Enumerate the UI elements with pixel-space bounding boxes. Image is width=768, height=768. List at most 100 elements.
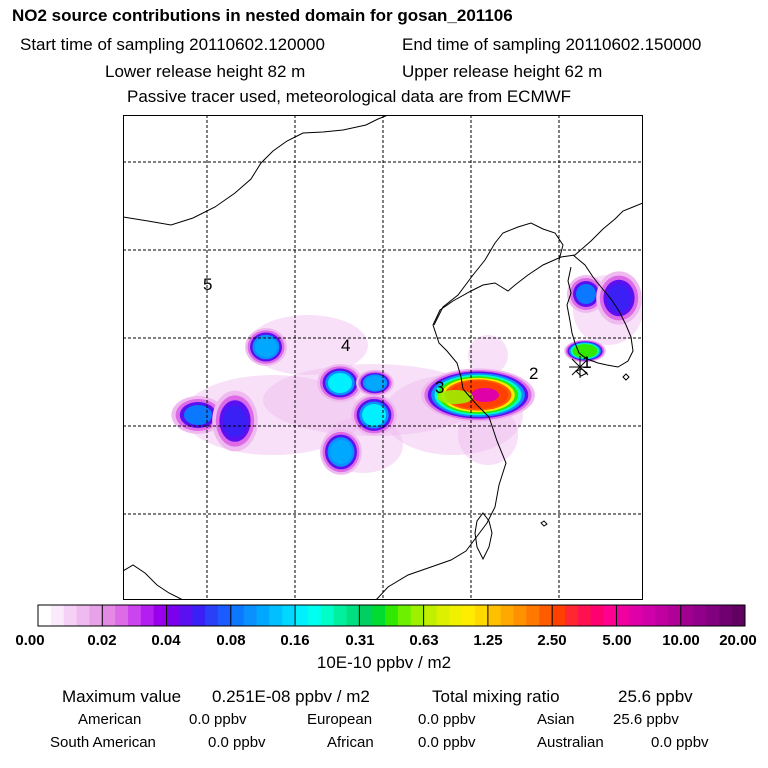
colorbar-cell (295, 605, 309, 626)
colorbar-tick-8: 2.50 (537, 632, 566, 649)
hotspot-central-1 (328, 373, 352, 393)
colorbar-cell (320, 605, 335, 626)
region-asian-name: Asian (537, 711, 575, 728)
coastline-china-east (375, 202, 643, 600)
colorbar-cell (667, 605, 682, 626)
station-marker (569, 356, 591, 378)
colorbar-cell (76, 605, 90, 626)
colorbar-ticks: 0.00 0.02 0.04 0.08 0.16 0.31 0.63 1.25 … (15, 632, 756, 649)
colorbar-tick-9: 5.00 (602, 632, 631, 649)
colorbar-cell (680, 605, 694, 626)
colorbar-cell (115, 605, 129, 626)
coastline-taiwan (474, 512, 493, 561)
colorbar-cell (397, 605, 412, 626)
coastline-bohai (433, 222, 564, 326)
plume-tail (437, 390, 473, 404)
region-american-value: 0.0 ppbv (189, 711, 247, 728)
colorbar-cell (526, 605, 540, 626)
colorbar-frame (37, 604, 746, 627)
hotspot-central-3 (365, 376, 385, 390)
diffuse-haze (468, 335, 508, 375)
colorbar-cell (590, 605, 604, 626)
colorbar-cell (372, 605, 386, 626)
colorbar-cell (577, 605, 592, 626)
region-african-name: African (327, 734, 374, 751)
tracer-note: Passive tracer used, meteorological data… (127, 87, 572, 106)
colorbar-cell (217, 605, 232, 626)
region-label-3: 3 (435, 378, 444, 397)
region-label-5: 5 (203, 275, 212, 294)
colorbar-cell (449, 605, 463, 626)
lower-release-label: Lower release height 82 m (105, 62, 306, 81)
island-small-2 (540, 520, 548, 527)
colorbar-cell (192, 605, 206, 626)
upper-release-label: Upper release height 62 m (402, 62, 603, 81)
coastline-north-border (123, 115, 389, 226)
colorbar-cell (436, 605, 450, 626)
colorbar-tick-0: 0.00 (15, 632, 44, 649)
colorbar-cell (346, 605, 360, 626)
max-value: 0.251E-08 ppbv / m2 (212, 687, 370, 706)
colorbar-cell (179, 605, 193, 626)
total-label: Total mixing ratio (432, 687, 560, 706)
region-label-2: 2 (529, 364, 538, 383)
colorbar-cell (654, 605, 669, 626)
colorbar-unit: 10E-10 ppbv / m2 (317, 653, 451, 672)
colorbar: 0.00 0.02 0.04 0.08 0.16 0.31 0.63 1.25 … (15, 604, 757, 672)
colorbar-cell (706, 605, 720, 626)
colorbar-cell (693, 605, 707, 626)
colorbar-cell (307, 605, 322, 626)
colorbar-cell (642, 605, 656, 626)
colorbar-cell (243, 605, 257, 626)
colorbar-cell (487, 605, 502, 626)
colorbar-cell (629, 605, 643, 626)
coastline-southwest (123, 564, 184, 600)
colorbar-cell (153, 605, 167, 626)
grid-layer (123, 115, 643, 600)
hotspot-southwest-2 (223, 405, 247, 437)
region-labels: 1 2 3 4 5 (203, 275, 591, 397)
region-african-value: 0.0 ppbv (418, 734, 476, 751)
island-small-1 (622, 373, 630, 381)
region-australian-name: Australian (537, 734, 604, 751)
region-label-1: 1 (582, 353, 591, 372)
colorbar-cell (539, 605, 553, 626)
colorbar-cell (500, 605, 514, 626)
hotspot-korea-north-2 (607, 284, 631, 312)
region-south-american-value: 0.0 ppbv (208, 734, 266, 751)
colorbar-tick-6: 0.63 (409, 632, 438, 649)
region-south-american-name: South American (50, 734, 156, 751)
colorbar-cell (282, 605, 296, 626)
colorbar-cell (552, 605, 566, 626)
map-plot: 1 2 3 4 5 (123, 115, 643, 600)
hotspot-central-2 (362, 404, 386, 426)
hotspot-south-central (330, 440, 352, 464)
colorbar-tick-7: 1.25 (473, 632, 502, 649)
colorbar-cell (38, 605, 52, 626)
colorbar-cell (230, 605, 245, 626)
colorbar-cell (166, 605, 180, 626)
start-time-label: Start time of sampling 20110602.120000 (20, 35, 325, 54)
colorbar-cell (423, 605, 437, 626)
colorbar-cell (603, 605, 617, 626)
region-australian-value: 0.0 ppbv (651, 734, 709, 751)
colorbar-cell (410, 605, 425, 626)
region-european-value: 0.0 ppbv (418, 711, 476, 728)
colorbar-tick-3: 0.08 (216, 632, 245, 649)
colorbar-cell (565, 605, 579, 626)
coastline-layer (123, 115, 643, 600)
colorbar-tick-1: 0.02 (87, 632, 116, 649)
max-label: Maximum value (62, 687, 182, 706)
colorbar-cell (50, 605, 65, 626)
coastline-korea (566, 254, 634, 368)
hotspot-korea-north-1 (576, 284, 596, 304)
end-time-label: End time of sampling 20110602.150000 (402, 35, 702, 54)
colorbar-cell (205, 605, 219, 626)
colorbar-cell (269, 605, 283, 626)
colorbar-cell (102, 605, 116, 626)
colorbar-tick-5: 0.31 (345, 632, 374, 649)
colorbar-cell (359, 605, 373, 626)
colorbar-cell (127, 605, 142, 626)
colorbar-cell (616, 605, 630, 626)
colorbar-tick-4: 0.16 (280, 632, 309, 649)
